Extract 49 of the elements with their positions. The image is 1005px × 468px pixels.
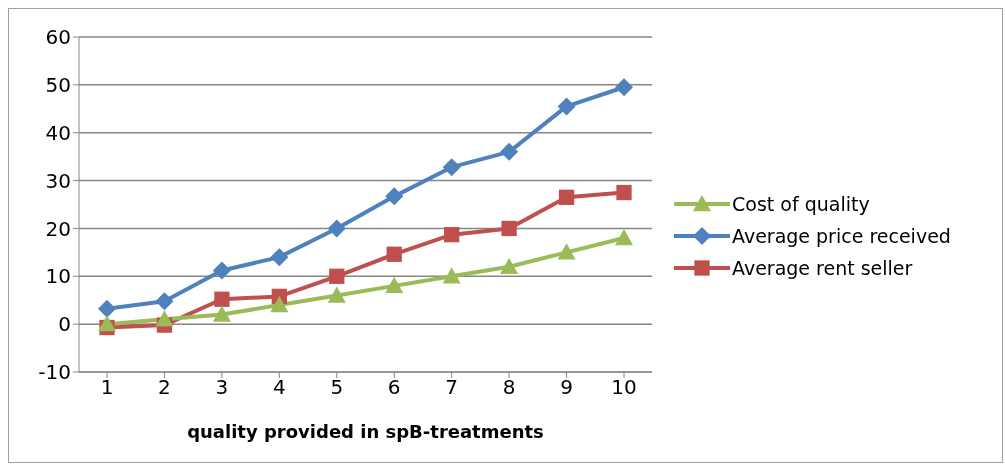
y-tick-label: 60 (45, 25, 71, 50)
point (558, 189, 575, 205)
point (212, 305, 231, 322)
legend-label: Cost of quality (732, 192, 870, 215)
y-tick-label: 30 (45, 168, 71, 193)
point (98, 315, 116, 332)
y-tick-label: 50 (45, 72, 71, 97)
point (385, 276, 404, 294)
point (386, 246, 402, 262)
point (270, 248, 289, 267)
point (557, 97, 576, 116)
point (500, 257, 519, 274)
point (500, 142, 519, 161)
point (327, 219, 346, 238)
x-tick-label: 9 (560, 375, 573, 400)
x-tick-label: 1 (100, 375, 114, 400)
x-axis-title: quality provided in spB-treatments (187, 421, 544, 442)
y-tick-label: 0 (58, 312, 71, 337)
point (385, 187, 404, 206)
point (501, 220, 517, 237)
point (442, 267, 461, 284)
x-tick-label: 10 (611, 375, 637, 400)
x-tick-label: 2 (158, 375, 171, 400)
point (327, 286, 346, 303)
point (214, 291, 230, 307)
point (155, 310, 174, 327)
y-tick-label: 10 (45, 264, 71, 289)
y-tick-label: 40 (45, 120, 71, 145)
x-tick-label: 7 (445, 375, 459, 400)
point (98, 299, 116, 318)
point (615, 78, 633, 97)
x-tick-label: 3 (215, 375, 229, 400)
point (155, 292, 174, 311)
point (270, 296, 289, 313)
x-tick-label: 5 (330, 375, 344, 400)
x-tick-label: 6 (387, 375, 401, 400)
y-tick-label: -10 (38, 360, 71, 385)
x-tick-label: 8 (502, 375, 516, 400)
point (329, 268, 345, 284)
legend-label: Average price received (732, 224, 951, 247)
x-tick-label: 4 (272, 375, 286, 400)
point (444, 227, 460, 243)
point (442, 158, 461, 177)
point (615, 229, 633, 246)
point (557, 243, 576, 260)
point (212, 261, 231, 280)
point (616, 184, 632, 201)
legend-label: Average rent seller (732, 256, 913, 279)
y-tick-label: 20 (45, 216, 71, 241)
